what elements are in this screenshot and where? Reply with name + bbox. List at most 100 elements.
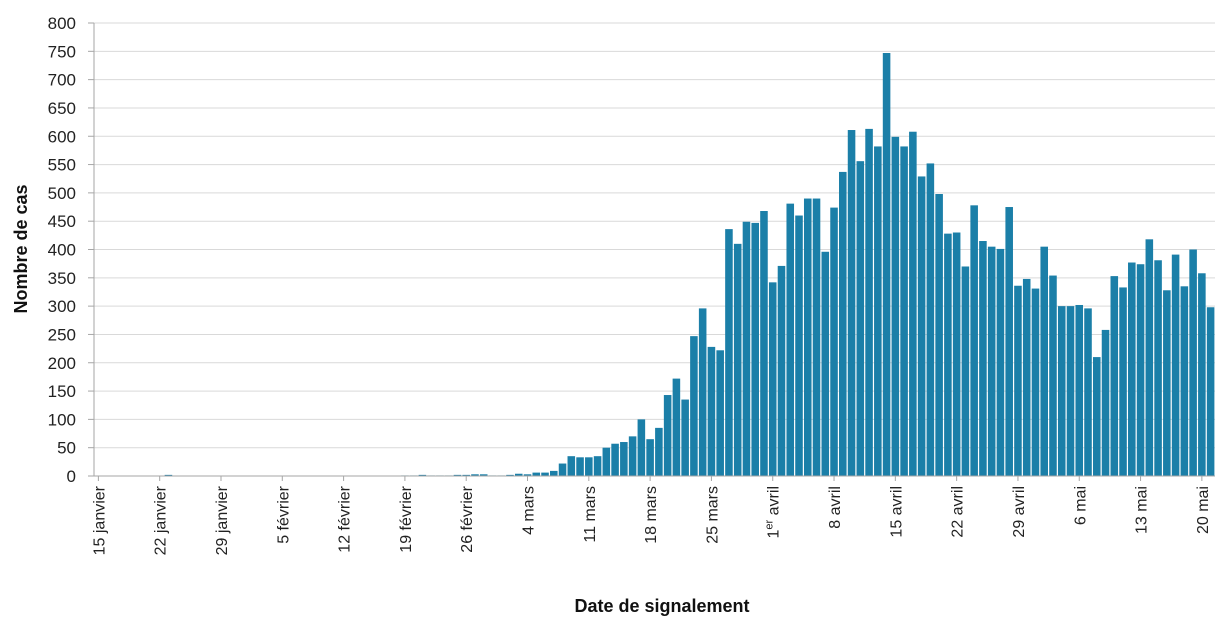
bar	[1031, 288, 1040, 476]
y-tick-label: 100	[48, 410, 76, 429]
bar	[1198, 273, 1206, 476]
bar	[550, 470, 558, 476]
bar	[541, 472, 549, 476]
bar	[882, 53, 891, 476]
bar	[1005, 207, 1013, 476]
y-tick-labels: 0 50 100 150 200 250 300 350 400 450 500 550 600 650 7…	[48, 14, 76, 486]
y-tick-label: 700	[48, 71, 76, 90]
bar	[865, 128, 873, 476]
bar	[1145, 239, 1154, 476]
bar	[926, 163, 935, 476]
bar	[856, 161, 865, 477]
y-tick-label: 0	[67, 467, 76, 486]
x-tick-label: 8 avril	[827, 486, 844, 529]
x-tick-label: 15 janvier	[91, 485, 108, 555]
y-tick-label: 450	[48, 212, 76, 231]
x-tick-label: 22 janvier	[153, 485, 170, 555]
bar	[803, 198, 812, 477]
bar	[996, 248, 1005, 476]
bar	[751, 222, 759, 476]
bar	[1189, 249, 1197, 476]
bar	[620, 442, 628, 476]
y-tick-label: 550	[48, 156, 76, 175]
bar	[909, 131, 917, 476]
bar	[453, 474, 462, 476]
gridlines	[94, 22, 1215, 449]
y-tick-label: 300	[48, 297, 76, 316]
bar	[979, 241, 987, 476]
y-tick-label: 750	[48, 42, 76, 61]
bar	[471, 474, 479, 476]
bar	[1049, 275, 1057, 476]
y-tick-label: 150	[48, 382, 76, 401]
bar	[611, 443, 619, 476]
axes	[88, 22, 1215, 481]
bar	[628, 436, 637, 476]
bar	[558, 463, 567, 476]
x-tick-label: 11 mars	[582, 486, 599, 543]
bar	[716, 350, 724, 476]
x-tick-label: 15 avril	[888, 486, 905, 538]
bar	[891, 136, 900, 476]
bar	[672, 378, 681, 476]
bar	[1040, 246, 1048, 476]
bar	[1171, 254, 1180, 476]
bar	[970, 205, 978, 476]
bar	[523, 474, 532, 476]
bar	[1128, 262, 1136, 476]
bar	[479, 474, 488, 476]
bar	[760, 211, 768, 476]
bar	[768, 282, 777, 476]
bar	[1066, 306, 1075, 477]
bar	[917, 176, 926, 476]
bar	[900, 146, 908, 476]
bar	[1101, 329, 1110, 476]
bar	[164, 474, 173, 476]
bar	[725, 229, 733, 476]
x-tick-label: 13 mai	[1134, 486, 1151, 534]
y-tick-label: 500	[48, 184, 76, 203]
bar	[786, 203, 795, 476]
bar	[874, 146, 882, 476]
bar	[1163, 290, 1171, 476]
bar	[1154, 260, 1162, 476]
bar	[812, 198, 821, 477]
bar	[690, 336, 698, 476]
bar	[1136, 264, 1145, 476]
bar	[839, 171, 847, 477]
bar	[1110, 276, 1119, 476]
bar	[1206, 307, 1215, 476]
bar	[576, 457, 584, 476]
x-tick-label: 4 mars	[521, 486, 538, 535]
x-tick-label: 18 mars	[643, 486, 660, 544]
bar	[795, 215, 803, 476]
bar	[585, 457, 593, 476]
x-tick-label: 20 mai	[1195, 486, 1212, 534]
bar	[602, 447, 611, 476]
bar	[987, 246, 996, 476]
y-tick-label: 600	[48, 127, 76, 146]
y-tick-label: 650	[48, 99, 76, 118]
bar	[1057, 306, 1066, 477]
bar	[681, 399, 689, 476]
bar	[944, 233, 952, 476]
bar	[637, 419, 646, 477]
bar	[1119, 287, 1127, 476]
y-tick-label: 350	[48, 269, 76, 288]
bar	[462, 474, 470, 476]
bar	[830, 207, 838, 476]
y-axis-title: Nombre de cas	[11, 184, 31, 313]
bar	[1092, 357, 1101, 476]
y-tick-label: 400	[48, 241, 76, 260]
bar	[777, 265, 786, 476]
y-tick-label: 200	[48, 354, 76, 373]
bar	[1014, 285, 1022, 476]
bar	[567, 456, 576, 476]
bar	[1022, 278, 1031, 476]
bar	[663, 395, 672, 476]
bar	[1084, 308, 1092, 476]
bar	[821, 251, 830, 476]
bar	[935, 194, 943, 476]
x-tick-labels: 15 janvier 22 janvier 29 janvier 5 février 1…	[91, 485, 1211, 555]
